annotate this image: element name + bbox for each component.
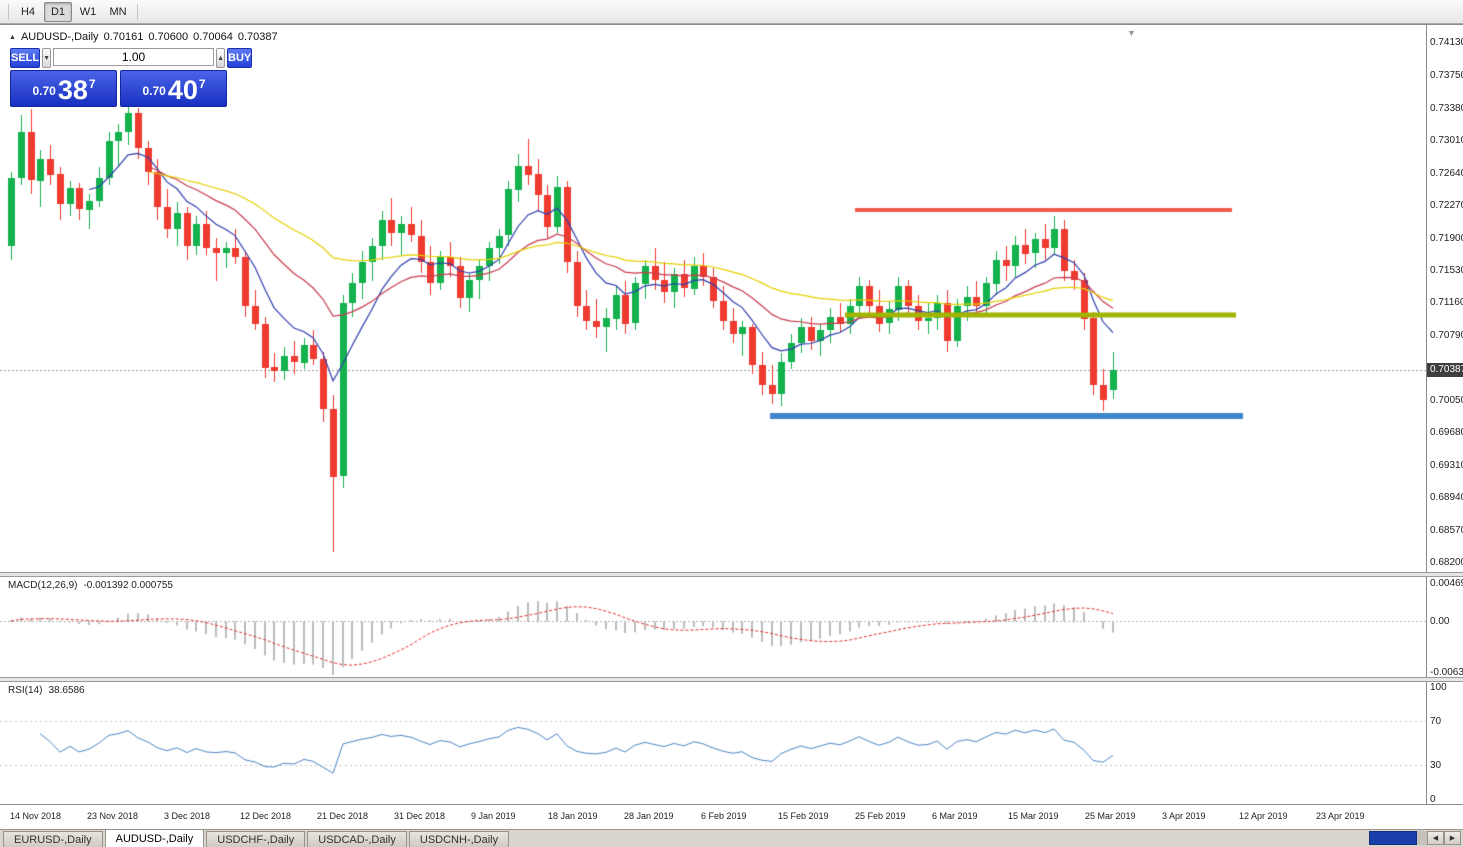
price-scale[interactable]: 0.74130 0.73750 0.73380 0.73010 0.72640 0.722…	[1426, 25, 1463, 805]
macd-tick-label: 0.00	[1430, 616, 1450, 627]
time-axis-label: 31 Dec 2018	[394, 811, 446, 821]
chart-tab-eurusd[interactable]: EURUSD-,Daily	[3, 831, 103, 847]
time-axis-label: 15 Feb 2019	[778, 811, 829, 821]
chart-header: ▲ AUDUSD-,Daily 0.70161 0.70600 0.70064 …	[9, 31, 278, 43]
scrollbar-thumb[interactable]	[1369, 831, 1417, 845]
timeframe-button-d1[interactable]: D1	[44, 1, 72, 22]
tab-bar-scrollbar: ◀ ▶	[1369, 831, 1461, 845]
price-tick-label: 0.69310	[1430, 460, 1463, 471]
price-tick-label: 0.71900	[1430, 233, 1463, 244]
macd-name: MACD(12,26,9)	[8, 580, 78, 591]
current-price-badge: 0.70387	[1427, 363, 1463, 377]
timeframe-button-mn[interactable]: MN	[109, 5, 127, 18]
rsi-tick-label: 30	[1430, 760, 1442, 771]
time-axis-label: 6 Feb 2019	[701, 811, 747, 821]
time-axis-label: 3 Apr 2019	[1162, 811, 1206, 821]
macd-tick-label: 0.004694	[1430, 578, 1463, 589]
time-axis[interactable]: 14 Nov 2018 23 Nov 2018 3 Dec 2018 12 Dec 2…	[0, 804, 1463, 829]
time-axis-label: 12 Dec 2018	[240, 811, 292, 821]
chart-tab-usdcnh[interactable]: USDCNH-,Daily	[408, 831, 510, 847]
time-axis-label: 18 Jan 2019	[548, 811, 598, 821]
time-axis-label: 12 Apr 2019	[1239, 811, 1288, 821]
price-tick-label: 0.71160	[1430, 297, 1463, 308]
scrollbar-track[interactable]	[1417, 831, 1427, 845]
time-axis-label: 15 Mar 2019	[1008, 811, 1059, 821]
symbol-marker-icon: ▲	[9, 33, 16, 41]
time-axis-label: 23 Apr 2019	[1316, 811, 1365, 821]
time-axis-label: 21 Dec 2018	[317, 811, 369, 821]
timeframe-button-w1[interactable]: W1	[79, 5, 97, 18]
price-tick-label: 0.74130	[1430, 37, 1463, 48]
toolbar-separator	[8, 3, 9, 20]
time-axis-label: 28 Jan 2019	[624, 811, 674, 821]
rsi-tick-label: 70	[1430, 716, 1442, 727]
buy-price-point: 7	[198, 77, 206, 91]
time-axis-label: 23 Nov 2018	[87, 811, 139, 821]
chart-shift-marker-icon[interactable]: ▼	[1127, 28, 1136, 38]
ohlc-open: 0.70161	[103, 31, 144, 43]
macd-tick-label: -0.00639	[1430, 667, 1463, 678]
price-tick-label: 0.68200	[1430, 557, 1463, 568]
timeframe-button-h4[interactable]: H4	[20, 5, 36, 18]
sell-price-prefix: 0.70	[32, 84, 56, 98]
price-tick-label: 0.73010	[1430, 135, 1463, 146]
chart-tab-usdcad[interactable]: USDCAD-,Daily	[307, 831, 407, 847]
time-axis-label: 3 Dec 2018	[164, 811, 211, 821]
price-tick-label: 0.71530	[1430, 265, 1463, 276]
rsi-name: RSI(14)	[8, 685, 43, 696]
time-axis-label: 25 Mar 2019	[1085, 811, 1136, 821]
buy-price-prefix: 0.70	[142, 84, 166, 98]
pane-splitter[interactable]	[0, 572, 1463, 577]
symbol-title: AUDUSD-,Daily	[20, 31, 99, 43]
rsi-value: 38.6586	[48, 685, 85, 696]
price-tick-label: 0.72640	[1430, 168, 1463, 179]
time-axis-label: 25 Feb 2019	[855, 811, 906, 821]
buy-button[interactable]: BUY	[227, 48, 253, 68]
time-axis-label: 9 Jan 2019	[471, 811, 516, 821]
chart-tab-usdchf[interactable]: USDCHF-,Daily	[206, 831, 306, 847]
rsi-tick-label: 100	[1430, 682, 1447, 693]
volume-input[interactable]	[53, 48, 215, 66]
volume-decrement-button[interactable]: ▼	[42, 48, 52, 68]
price-tick-label: 0.72270	[1430, 200, 1463, 211]
chart-tab-audusd[interactable]: AUDUSD-,Daily	[104, 829, 205, 847]
one-click-trading-panel: SELL ▼ ▲ BUY 0.70 38 7 0.70 40 7	[10, 48, 253, 107]
sell-price-point: 7	[88, 77, 96, 91]
macd-values: -0.001392 0.000755	[83, 580, 173, 591]
chart-tab-bar: EURUSD-,Daily AUDUSD-,Daily USDCHF-,Daily U…	[0, 829, 1463, 847]
buy-price-button[interactable]: 0.70 40 7	[120, 70, 227, 107]
price-tick-label: 0.69680	[1430, 427, 1463, 438]
scroll-left-button[interactable]: ◀	[1427, 831, 1444, 845]
rsi-tick-label: 0	[1430, 794, 1436, 805]
time-axis-label: 6 Mar 2019	[932, 811, 978, 821]
volume-increment-button[interactable]: ▲	[216, 48, 225, 68]
ohlc-close: 0.70387	[237, 31, 278, 43]
price-tick-label: 0.68570	[1430, 525, 1463, 536]
ohlc-low: 0.70064	[193, 31, 233, 43]
pane-splitter[interactable]	[0, 677, 1463, 682]
price-tick-label: 0.70050	[1430, 395, 1463, 406]
macd-indicator-label: MACD(12,26,9) -0.001392 0.000755	[8, 580, 173, 591]
sell-price-button[interactable]: 0.70 38 7	[10, 70, 117, 107]
timeframe-toolbar: H4 D1 W1 MN	[0, 0, 1463, 24]
toolbar-separator	[137, 3, 138, 20]
price-tick-label: 0.70790	[1430, 330, 1463, 341]
sell-price-pips: 38	[57, 75, 88, 105]
buy-price-pips: 40	[167, 75, 198, 105]
ohlc-high: 0.70600	[148, 31, 189, 43]
scroll-right-button[interactable]: ▶	[1444, 831, 1461, 845]
price-tick-label: 0.73750	[1430, 70, 1463, 81]
price-tick-label: 0.68940	[1430, 492, 1463, 503]
time-axis-label: 14 Nov 2018	[10, 811, 62, 821]
price-tick-label: 0.73380	[1430, 103, 1463, 114]
rsi-indicator-label: RSI(14) 38.6586	[8, 685, 85, 696]
sell-button[interactable]: SELL	[10, 48, 41, 68]
